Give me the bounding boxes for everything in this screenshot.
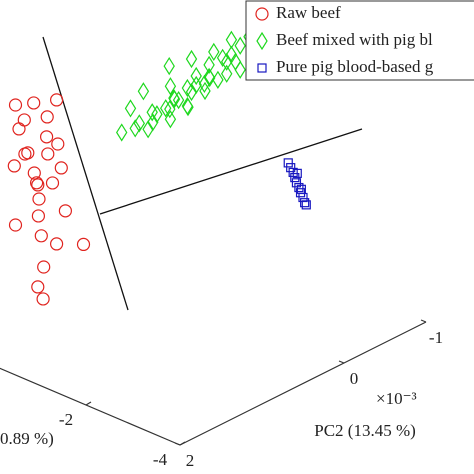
data-point	[27, 166, 41, 180]
y-tick	[174, 442, 181, 446]
data-point	[203, 55, 215, 75]
data-point	[7, 159, 21, 173]
decision-boundary	[42, 36, 129, 311]
data-point	[49, 237, 64, 251]
data-point	[234, 60, 246, 79]
data-point	[29, 176, 44, 190]
data-point	[292, 168, 302, 178]
data-point	[220, 52, 233, 71]
decision-boundary	[99, 128, 363, 215]
data-point	[296, 184, 306, 194]
legend-marker	[255, 7, 269, 21]
data-point	[32, 192, 46, 206]
y-tick	[420, 319, 427, 323]
data-point	[208, 42, 220, 62]
data-point	[115, 123, 128, 142]
y-axis-label: PC2 (13.45 %)	[314, 421, 416, 440]
data-point	[198, 74, 211, 94]
data-point	[49, 93, 64, 107]
data-point	[76, 237, 91, 251]
data-point	[234, 36, 246, 55]
data-point	[151, 105, 163, 124]
data-point	[164, 110, 177, 129]
data-point	[301, 200, 311, 210]
data-point	[17, 113, 31, 127]
data-point	[185, 82, 198, 102]
data-point	[58, 204, 73, 218]
legend	[245, 0, 474, 81]
data-point	[185, 49, 198, 69]
y-tick-label: -1	[429, 328, 443, 347]
data-point	[31, 178, 45, 192]
data-point	[51, 137, 65, 151]
y-tick-label: 0	[350, 369, 359, 388]
x-tick-label: -4	[153, 450, 168, 469]
data-point	[212, 70, 224, 89]
data-point	[159, 99, 172, 118]
legend-label: Beef mixed with pig bl	[276, 30, 433, 49]
data-point	[283, 158, 293, 168]
data-point	[129, 119, 141, 138]
data-point	[181, 96, 194, 116]
data-point	[294, 182, 304, 193]
data-point	[36, 292, 50, 306]
data-point	[291, 178, 302, 188]
legend-marker	[257, 63, 267, 73]
y-tick	[338, 360, 345, 364]
data-point	[124, 99, 137, 118]
data-point	[31, 280, 45, 294]
data-point	[137, 82, 150, 101]
data-point	[172, 90, 185, 110]
data-point	[45, 176, 60, 190]
data-point	[21, 146, 35, 160]
data-point	[142, 120, 154, 139]
data-point	[164, 77, 177, 96]
y-tick-label: 2	[186, 451, 195, 470]
data-point	[12, 122, 26, 136]
data-point	[190, 66, 202, 86]
data-point	[54, 161, 68, 175]
data-point	[8, 98, 23, 112]
data-point	[34, 229, 48, 243]
data-point	[229, 52, 242, 71]
data-point	[286, 163, 296, 173]
data-point	[164, 100, 176, 119]
x-tick	[179, 441, 186, 446]
x-axis-label: 0.89 %)	[0, 429, 54, 448]
data-point	[300, 198, 310, 208]
data-point	[37, 260, 51, 274]
x-tick	[85, 401, 92, 406]
data-point	[39, 130, 54, 144]
data-point	[146, 103, 158, 122]
legend-label: Pure pig blood-based g	[276, 57, 434, 76]
legend-marker	[256, 31, 268, 51]
data-point	[40, 110, 54, 124]
data-point	[220, 64, 233, 83]
x-tick-label: -2	[59, 410, 73, 429]
axis-exponent: ×10⁻³	[376, 389, 417, 408]
data-point	[27, 96, 41, 110]
y-axis-line	[179, 321, 427, 446]
data-point	[31, 209, 46, 223]
legend-label: Raw beef	[276, 3, 341, 22]
data-point	[8, 218, 23, 232]
data-point	[41, 147, 55, 161]
data-point	[163, 56, 175, 76]
data-point	[168, 90, 181, 109]
